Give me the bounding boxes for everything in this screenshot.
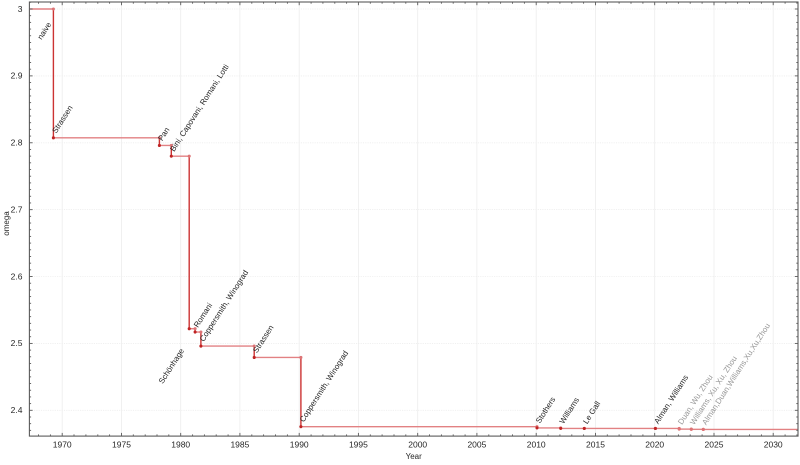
- svg-text:2000: 2000: [408, 440, 427, 450]
- svg-text:2005: 2005: [467, 440, 486, 450]
- svg-text:2.5: 2.5: [11, 338, 23, 348]
- svg-text:2025: 2025: [705, 440, 724, 450]
- svg-text:omega: omega: [2, 211, 11, 236]
- svg-text:1970: 1970: [53, 440, 72, 450]
- svg-text:1990: 1990: [290, 440, 309, 450]
- svg-text:1975: 1975: [112, 440, 131, 450]
- svg-text:3: 3: [18, 4, 23, 14]
- svg-text:2.7: 2.7: [11, 204, 23, 214]
- svg-text:2030: 2030: [764, 440, 783, 450]
- svg-text:1980: 1980: [171, 440, 190, 450]
- svg-text:Year: Year: [406, 452, 423, 460]
- svg-text:2010: 2010: [527, 440, 546, 450]
- svg-text:2015: 2015: [586, 440, 605, 450]
- svg-text:1985: 1985: [230, 440, 249, 450]
- svg-text:2.9: 2.9: [11, 71, 23, 81]
- svg-text:1995: 1995: [349, 440, 368, 450]
- svg-text:2.6: 2.6: [11, 271, 23, 281]
- svg-text:2.8: 2.8: [11, 138, 23, 148]
- svg-text:2020: 2020: [645, 440, 664, 450]
- svg-text:2.4: 2.4: [11, 405, 23, 415]
